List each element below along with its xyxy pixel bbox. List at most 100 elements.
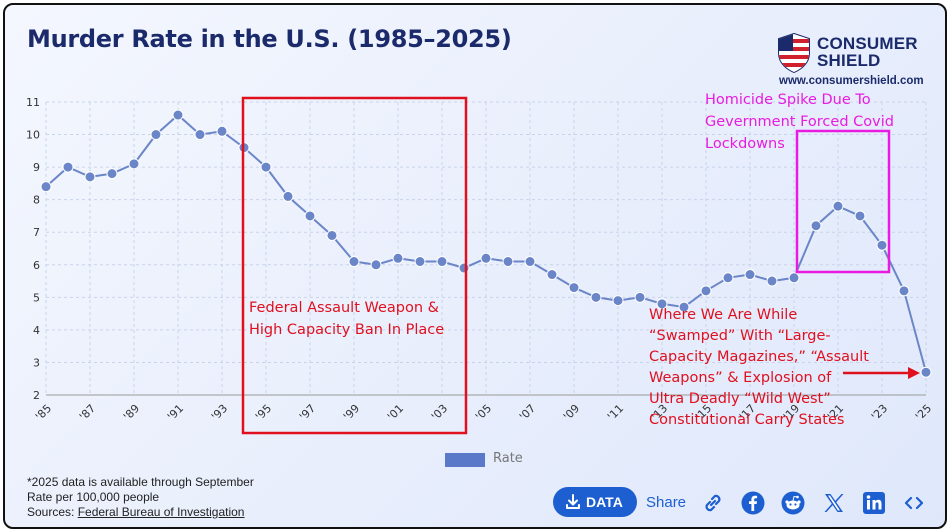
data-point[interactable]: [524, 256, 536, 268]
chart-title: Murder Rate in the U.S. (1985–2025): [27, 25, 512, 53]
data-point[interactable]: [392, 252, 404, 264]
data-point[interactable]: [810, 220, 822, 232]
current-annotation-line: Weapons” & Explosion of: [649, 370, 832, 386]
data-point[interactable]: [678, 301, 690, 313]
data-point[interactable]: [612, 295, 624, 307]
consumer-shield-logo[interactable]: CONSUMER SHIELD www.consumershield.com: [777, 31, 937, 89]
x-tick-label: '03: [429, 402, 450, 423]
data-point[interactable]: [656, 298, 668, 310]
data-point[interactable]: [590, 291, 602, 303]
linkedin-icon[interactable]: [861, 490, 887, 516]
y-tick-label: 5: [33, 291, 40, 304]
x-tick-label: '85: [33, 402, 54, 423]
footnotes: *2025 data is available through Septembe…: [27, 475, 254, 520]
data-point[interactable]: [744, 269, 756, 281]
y-tick-label: 10: [26, 129, 40, 142]
ban-period-box: [241, 96, 468, 435]
data-point[interactable]: [832, 200, 844, 212]
data-point[interactable]: [920, 366, 932, 378]
legend-label: Rate: [493, 451, 523, 466]
x-icon[interactable]: [821, 490, 847, 516]
brand-line-2: SHIELD: [817, 51, 881, 70]
current-annotation-line: Where We Are While: [649, 307, 798, 323]
data-point[interactable]: [370, 259, 382, 271]
x-tick-label: '89: [121, 402, 142, 423]
x-tick-label: '95: [253, 402, 274, 423]
shield-flag-icon: [778, 33, 810, 73]
data-point[interactable]: [502, 256, 514, 268]
x-tick-label: '05: [473, 402, 494, 423]
y-tick-label: 3: [33, 356, 40, 369]
covid-annotation: Homicide Spike Due To Gevernment Forced …: [705, 89, 894, 155]
data-point[interactable]: [282, 190, 294, 202]
data-point[interactable]: [898, 285, 910, 297]
data-point[interactable]: [172, 109, 184, 121]
y-tick-label: 7: [33, 226, 40, 239]
data-point[interactable]: [480, 252, 492, 264]
data-point[interactable]: [546, 269, 558, 281]
data-point[interactable]: [62, 161, 74, 173]
link-icon[interactable]: [700, 490, 726, 516]
y-tick-label: 11: [26, 96, 40, 109]
data-point[interactable]: [458, 262, 470, 274]
current-annotation-line: Capacity Magazines,” “Assault: [649, 349, 869, 365]
data-point[interactable]: [194, 129, 206, 141]
data-point[interactable]: [854, 210, 866, 222]
current-annotation-line: “Swamped” With “Large-: [649, 328, 831, 344]
y-tick-label: 9: [33, 161, 40, 174]
y-tick-label: 8: [33, 194, 40, 207]
x-tick-label: '93: [209, 402, 230, 423]
data-point[interactable]: [876, 239, 888, 251]
y-tick-label: 4: [33, 324, 40, 337]
data-point[interactable]: [700, 285, 712, 297]
ban-annotation: Federal Assault Weapon & High Capacity B…: [249, 300, 445, 338]
embed-icon[interactable]: [901, 490, 927, 516]
brand-line-1: CONSUMER: [817, 34, 918, 53]
sources-link[interactable]: Federal Bureau of Investigation: [77, 505, 245, 519]
brand-url[interactable]: www.consumershield.com: [779, 75, 924, 87]
footnote-data-availability: *2025 data is available through Septembe…: [27, 475, 254, 489]
x-tick-label: '23: [869, 402, 890, 423]
data-point[interactable]: [788, 272, 800, 284]
download-data-button[interactable]: DATA: [553, 487, 637, 517]
data-point[interactable]: [766, 275, 778, 287]
data-point[interactable]: [106, 168, 118, 180]
data-point[interactable]: [326, 229, 338, 241]
current-state-annotation: Where We Are While “Swamped” With “Large…: [649, 305, 869, 431]
x-tick-label: '25: [913, 402, 934, 423]
data-point[interactable]: [436, 256, 448, 268]
share-label: Share: [646, 494, 687, 511]
download-icon: [566, 494, 580, 509]
data-point[interactable]: [150, 129, 162, 141]
data-point[interactable]: [128, 158, 140, 170]
covid-annotation-line: Lockdowns: [705, 136, 785, 152]
data-point[interactable]: [722, 272, 734, 284]
x-tick-label: '07: [517, 402, 538, 423]
current-annotation-line: Ultra Deadly “Wild West”: [649, 391, 831, 407]
current-annotation-line: Constitutional Carry States: [649, 412, 845, 428]
data-point[interactable]: [414, 256, 426, 268]
x-tick-label: '11: [605, 402, 626, 423]
x-tick-label: '91: [165, 402, 186, 423]
footnote-rate-unit: Rate per 100,000 people: [27, 490, 160, 504]
x-tick-label: '99: [341, 402, 362, 423]
x-tick-label: '97: [297, 402, 318, 423]
line-chart: 2 3 4 5 6 7 8 9 10 11 '85 '87 '89 '91 '93 '95 '97 '99 '01…: [26, 96, 934, 435]
facebook-icon[interactable]: [740, 490, 766, 516]
data-point[interactable]: [568, 282, 580, 294]
reddit-icon[interactable]: [780, 490, 806, 516]
chart-card: Murder Rate in the U.S. (1985–2025) CONS…: [3, 3, 947, 529]
y-tick-label: 2: [33, 389, 40, 402]
brand-name: CONSUMER SHIELD: [817, 35, 918, 69]
data-point[interactable]: [260, 161, 272, 173]
data-point[interactable]: [84, 171, 96, 183]
x-tick-label: '87: [77, 402, 98, 423]
data-point[interactable]: [304, 210, 316, 222]
data-point[interactable]: [216, 125, 228, 137]
pointer-arrow: [843, 367, 920, 379]
data-point[interactable]: [348, 256, 360, 268]
data-point[interactable]: [634, 291, 646, 303]
covid-annotation-line: Gevernment Forced Covid: [705, 114, 894, 130]
data-point[interactable]: [40, 181, 52, 193]
x-tick-label: '01: [385, 402, 406, 423]
